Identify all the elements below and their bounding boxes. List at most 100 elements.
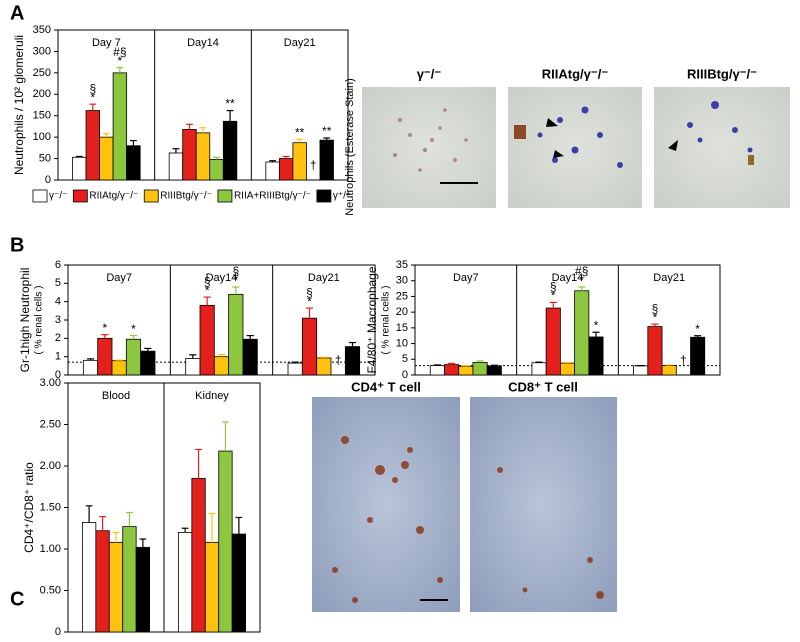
bar — [82, 359, 99, 376]
error-bar — [592, 331, 600, 337]
significance-mark: #§ — [113, 45, 126, 59]
bar — [301, 317, 318, 376]
y-axis-title: F4/80⁺ Macrophage — [365, 266, 379, 373]
bar — [135, 546, 151, 633]
group-label: Day 7 — [92, 37, 121, 49]
bar — [287, 362, 303, 376]
error-bar — [186, 123, 193, 130]
y-axis-title: CD4⁺/CD8⁺ ratio — [22, 462, 36, 553]
bar — [72, 156, 87, 181]
bar — [126, 145, 141, 181]
significance-mark: ** — [322, 124, 332, 138]
significance-mark: § — [204, 274, 211, 288]
y-tick-label: 10 — [396, 337, 408, 349]
bar — [647, 326, 663, 376]
micrograph — [470, 397, 617, 612]
bar — [218, 450, 233, 633]
error-bar — [102, 133, 110, 138]
y-tick-label: 0.50 — [40, 584, 61, 596]
group-label: Day14 — [187, 37, 219, 49]
y-tick-label: 25 — [396, 290, 408, 302]
bar — [204, 541, 220, 633]
bar — [316, 357, 332, 376]
y-tick-label: 0 — [402, 369, 408, 381]
bar — [344, 346, 361, 376]
significance-mark: * — [118, 54, 123, 68]
significance-mark: * — [103, 321, 108, 335]
y-tick-label: 6 — [55, 259, 61, 271]
y-tick-label: 35 — [396, 259, 408, 271]
bar — [278, 158, 294, 181]
bar — [213, 356, 230, 376]
y-tick-label: 3 — [55, 314, 61, 326]
bar — [97, 337, 113, 376]
significance-mark: ** — [225, 97, 235, 111]
bar — [458, 365, 474, 376]
significance-mark: * — [205, 283, 210, 297]
y-tick-label: 100 — [33, 131, 51, 143]
error-bar — [305, 307, 314, 319]
error-bar — [189, 354, 197, 359]
error-bar — [116, 67, 124, 73]
error-bar — [99, 516, 106, 531]
bar — [531, 362, 547, 376]
error-bar — [226, 109, 234, 122]
error-bar — [130, 139, 137, 146]
legend-label: RIIIBtg/γ⁻/⁻ — [160, 191, 212, 202]
legend-label: RIIA+RIIIBtg/γ⁻/⁻ — [234, 191, 311, 202]
significance-mark: † — [680, 353, 687, 367]
y-tick-label: 20 — [396, 306, 408, 318]
y-axis-subtitle: ( % renal cells ) — [34, 286, 45, 355]
micrograph — [654, 87, 790, 208]
bar — [185, 358, 201, 376]
error-bar — [195, 448, 202, 479]
error-bar — [323, 137, 331, 141]
legend-swatch — [72, 189, 88, 203]
significance-mark: * — [695, 322, 700, 336]
legend-label: RIIAtg/γ⁻/⁻ — [89, 191, 138, 202]
y-tick-label: 3.00 — [40, 377, 61, 389]
legend-swatch — [32, 189, 48, 203]
panel-label: A — [10, 2, 24, 24]
significance-mark: * — [90, 90, 95, 104]
bar — [472, 362, 488, 376]
bar — [633, 365, 649, 376]
significance-mark: * — [551, 289, 556, 303]
error-bar — [101, 334, 109, 339]
significance-mark: * — [131, 322, 136, 336]
error-bar — [462, 364, 470, 367]
image-label: CD8⁺ T cell — [508, 379, 578, 394]
error-bar — [269, 160, 276, 162]
error-bar — [126, 511, 133, 527]
bar — [95, 530, 110, 633]
bar — [182, 129, 197, 181]
bar — [588, 336, 604, 376]
error-bar — [203, 296, 211, 306]
bar — [545, 307, 561, 376]
error-bar — [651, 323, 659, 327]
error-bar — [296, 138, 304, 143]
error-bar — [665, 364, 673, 366]
significance-mark: † — [310, 158, 317, 172]
bar — [231, 533, 247, 633]
micrograph — [312, 397, 460, 612]
bar — [111, 360, 127, 376]
group-label: Day21 — [653, 272, 685, 284]
y-tick-label: 0 — [45, 174, 51, 186]
error-bar — [246, 334, 254, 340]
bar — [444, 364, 460, 376]
bar — [429, 365, 445, 376]
y-tick-label: 5 — [55, 277, 61, 289]
error-bar — [86, 358, 95, 361]
error-bar — [129, 334, 138, 340]
error-bar — [222, 421, 229, 452]
error-bar — [476, 360, 484, 363]
image-title: Neutrophils (Esterase Stain) — [344, 78, 356, 216]
significance-mark: * — [579, 273, 584, 287]
image-label: RIIAtg/γ⁻/⁻ — [542, 66, 609, 81]
bar — [125, 338, 142, 376]
group-label: Day21 — [308, 272, 340, 284]
legend-swatch — [217, 189, 233, 203]
y-tick-label: 2 — [55, 332, 61, 344]
bar — [108, 541, 124, 633]
